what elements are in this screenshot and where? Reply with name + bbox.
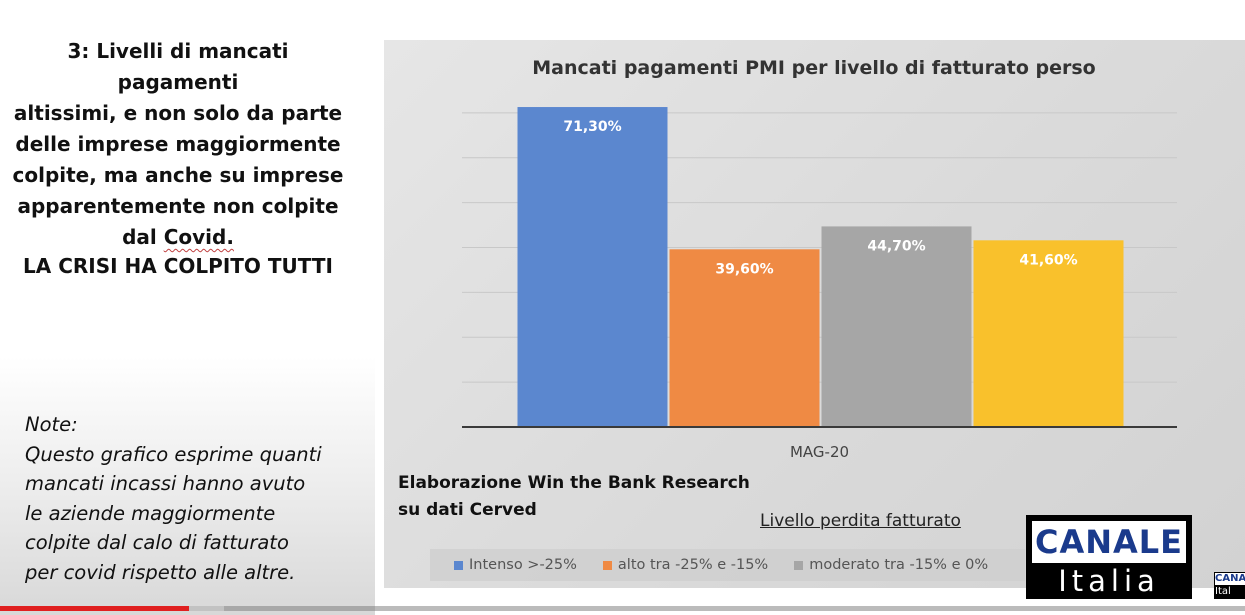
covid-word: Covid. (163, 225, 234, 249)
source-line: su dati Cerved (398, 500, 537, 520)
bar-data-label: 41,60% (1019, 252, 1077, 268)
legend-swatch (794, 560, 804, 570)
key-point-line: 3: Livelli di mancati pagamenti (67, 39, 289, 94)
x-axis-title: Livello perdita fatturato (760, 511, 961, 531)
chart-title: Mancati pagamenti PMI per livello di fat… (532, 57, 1095, 79)
notes-line: le aziende maggiormente (25, 501, 276, 525)
x-tick-label: MAG-20 (790, 443, 849, 461)
notes-line: Note: (25, 413, 78, 436)
notes-line: colpite dal calo di fatturato (25, 531, 289, 554)
legend-label: moderato tra -15% e 0% (809, 557, 989, 573)
key-point-line: delle imprese maggiormente (15, 132, 341, 156)
legend-item-moderato: moderato tra -15% e 0% (794, 557, 988, 573)
bar (517, 107, 668, 427)
logo-top-text: CANALE (1032, 521, 1186, 563)
key-point-line-last: dal Covid. (8, 222, 348, 253)
key-point-line: altissimi, e non solo da parte (13, 101, 343, 125)
key-point-line: dal (122, 225, 164, 249)
notes-line: Questo grafico esprime quanti (25, 442, 322, 466)
key-point-line: colpite, ma anche su imprese (12, 163, 344, 187)
bar-data-label: 44,70% (867, 238, 925, 254)
bar-chart: Mancati pagamenti PMI per livello di fat… (462, 57, 1177, 461)
logo-bottom-text: Italia (1058, 564, 1160, 598)
key-point-line: apparentemente non colpite (17, 194, 339, 218)
legend-item-intenso: Intenso >-25% (454, 557, 577, 573)
video-progress-bar[interactable] (0, 606, 1245, 611)
video-played-bar (0, 606, 190, 611)
chart-panel: Mancati pagamenti PMI per livello di fat… (384, 40, 1245, 588)
source-note: Elaborazione Win the Bank Research su da… (398, 470, 758, 524)
legend-label: Intenso >-25% (469, 557, 577, 573)
canale-italia-logo: CANALE Italia (1026, 515, 1192, 599)
notes-line: per covid rispetto alle altre. (25, 560, 296, 584)
source-line: Elaborazione Win the Bank Research (398, 473, 750, 493)
notes-line: mancati incassi hanno avuto (25, 472, 306, 495)
legend-swatch (602, 560, 612, 570)
legend-label: alto tra -25% e -15% (617, 557, 769, 573)
slide-left-panel: 3: Livelli di mancati pagamenti altissim… (0, 0, 375, 615)
bar-data-label: 39,60% (715, 261, 773, 277)
legend-swatch (454, 560, 463, 570)
mini-channel-logo: CANA Ital (1214, 572, 1245, 599)
bar (669, 249, 820, 427)
key-point-text: 3: Livelli di mancati pagamenti altissim… (8, 36, 348, 253)
legend-item-alto: alto tra -25% e -15% (602, 557, 769, 573)
mini-logo-bottom: Ital (1215, 586, 1231, 597)
bar-data-label: 71,30% (563, 119, 621, 135)
bar (821, 226, 972, 427)
chart-legend: Intenso >-25% alto tra -25% e -15% moder… (430, 549, 1025, 581)
bar (973, 240, 1124, 427)
mini-logo-top: CANA (1215, 573, 1245, 585)
notes-block: Note: Questo grafico esprime quanti manc… (25, 410, 365, 587)
crisis-heading: LA CRISI HA COLPITO TUTTI (23, 254, 333, 278)
